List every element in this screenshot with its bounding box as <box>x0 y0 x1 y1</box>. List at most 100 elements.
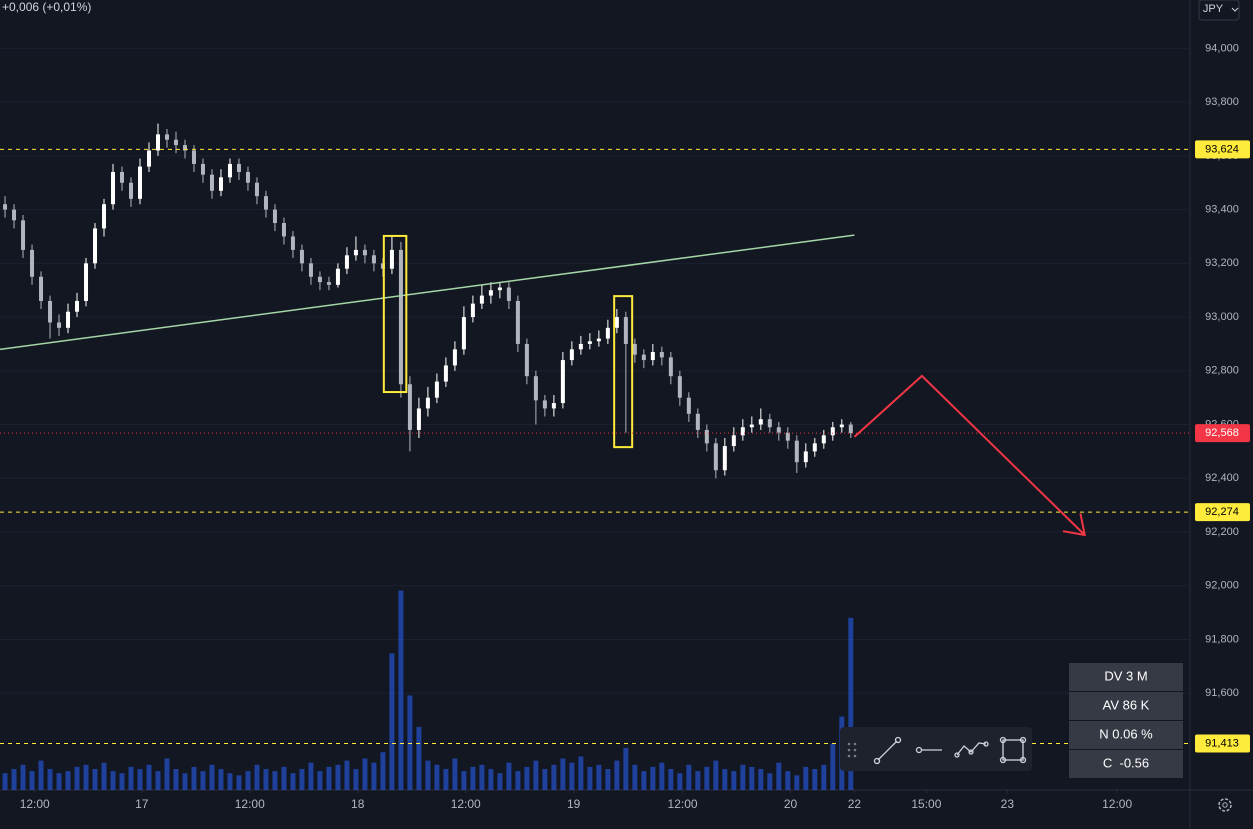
candle-body <box>326 282 331 285</box>
volume-bar <box>461 771 467 790</box>
volume-bar <box>605 769 611 790</box>
candle-body <box>344 255 349 269</box>
highlight-box <box>613 295 634 449</box>
volume-bar <box>29 771 35 790</box>
volume-bar <box>452 758 458 790</box>
candle-body <box>281 223 286 237</box>
rectangle-tool[interactable] <box>999 736 1027 764</box>
plot: 94,00093,80093,60093,40093,20093,00092,8… <box>0 42 1250 811</box>
volume-bar <box>218 769 224 790</box>
candle-body <box>111 171 116 205</box>
volume-bar <box>821 764 827 790</box>
trend-line <box>0 234 855 351</box>
volume-bar <box>308 762 314 790</box>
currency-label[interactable]: JPY <box>1203 3 1224 15</box>
volume-bar <box>344 760 350 790</box>
volume-bar <box>425 760 431 790</box>
volume-bar <box>335 764 341 790</box>
candle-body <box>749 424 754 428</box>
candle-body <box>407 384 412 430</box>
candle-body <box>75 300 80 312</box>
toolbar-grip <box>847 742 857 758</box>
candle-body <box>470 303 475 318</box>
y-tick-label: 94,000 <box>1205 42 1239 54</box>
candle-body <box>155 134 160 151</box>
volume-bar <box>380 752 386 790</box>
volume-bar <box>758 769 764 790</box>
volume-bar <box>155 771 161 790</box>
volume-bar <box>236 775 242 790</box>
volume-bar <box>209 764 215 790</box>
candle-body <box>272 209 277 224</box>
path-tool[interactable] <box>954 741 989 758</box>
currency-button[interactable] <box>1198 0 1240 21</box>
volume-bar <box>659 762 665 790</box>
volume-bar <box>317 771 323 790</box>
candle-body <box>605 327 610 339</box>
candle-body <box>218 177 223 191</box>
settings-icon[interactable] <box>1218 798 1232 812</box>
candle-body <box>650 352 655 361</box>
candle-body <box>3 204 8 210</box>
volume-bar <box>272 771 278 790</box>
toolbar-bg <box>840 727 1032 771</box>
candle-body <box>389 249 394 269</box>
trend-line-tool[interactable] <box>873 736 902 765</box>
volume-bar <box>551 764 557 790</box>
info-text: DV 3 M <box>1104 668 1147 683</box>
candle-body <box>722 446 727 471</box>
x-tick-label: 15:00 <box>911 797 941 811</box>
volume-bar <box>281 766 287 790</box>
volume-bar <box>848 617 854 790</box>
volume-bar <box>254 764 260 790</box>
horizontal-ray-tool[interactable] <box>915 746 943 754</box>
candle-body <box>416 408 421 430</box>
y-tick-label: 93,800 <box>1205 96 1239 108</box>
volume-bar <box>578 756 584 790</box>
candle-body <box>551 403 556 409</box>
volume-bar <box>119 773 125 790</box>
candle-body <box>461 317 466 350</box>
candle-body <box>812 443 817 452</box>
volume-bar <box>137 769 143 790</box>
candle-body <box>515 300 520 344</box>
forecast-arrow <box>853 374 1086 536</box>
candle-body <box>713 443 718 471</box>
volume-bar <box>362 758 368 790</box>
volume-bar <box>326 766 332 790</box>
candle-body <box>848 424 853 434</box>
candle-body <box>506 287 511 301</box>
candle-body <box>587 341 592 344</box>
volume-bar <box>731 771 737 790</box>
info-row <box>1069 750 1183 778</box>
volume-bar <box>479 764 485 790</box>
candle-body <box>21 220 26 250</box>
info-panel: DV 3 M AV 86 K N 0.06 % C -0.56 <box>1069 663 1183 778</box>
volume-bar <box>398 590 404 790</box>
volume-bar <box>641 771 647 790</box>
candle-body <box>209 174 214 191</box>
y-tick-label: 93,400 <box>1205 203 1239 215</box>
candle-body <box>623 317 628 344</box>
candle-body <box>57 322 62 328</box>
volume-bar <box>812 769 818 790</box>
candle-body <box>129 182 134 199</box>
volume-bar <box>560 758 566 790</box>
volume-bar <box>533 760 539 790</box>
volume-bar <box>290 773 296 790</box>
volume-bar <box>371 762 377 790</box>
x-tick-label: 20 <box>784 797 798 811</box>
volume-bar <box>74 766 80 790</box>
candle-body <box>740 427 745 436</box>
info-row <box>1069 721 1183 749</box>
candle-body <box>695 413 700 430</box>
volume-bar <box>407 695 413 790</box>
price-tag-label: 93,624 <box>1205 143 1239 155</box>
candle-body <box>767 419 772 428</box>
y-tick-label: 92,000 <box>1205 580 1239 592</box>
candle-body <box>479 295 484 304</box>
volume-bar <box>128 766 134 790</box>
candle-body <box>66 311 71 328</box>
volume-bar <box>632 764 638 790</box>
